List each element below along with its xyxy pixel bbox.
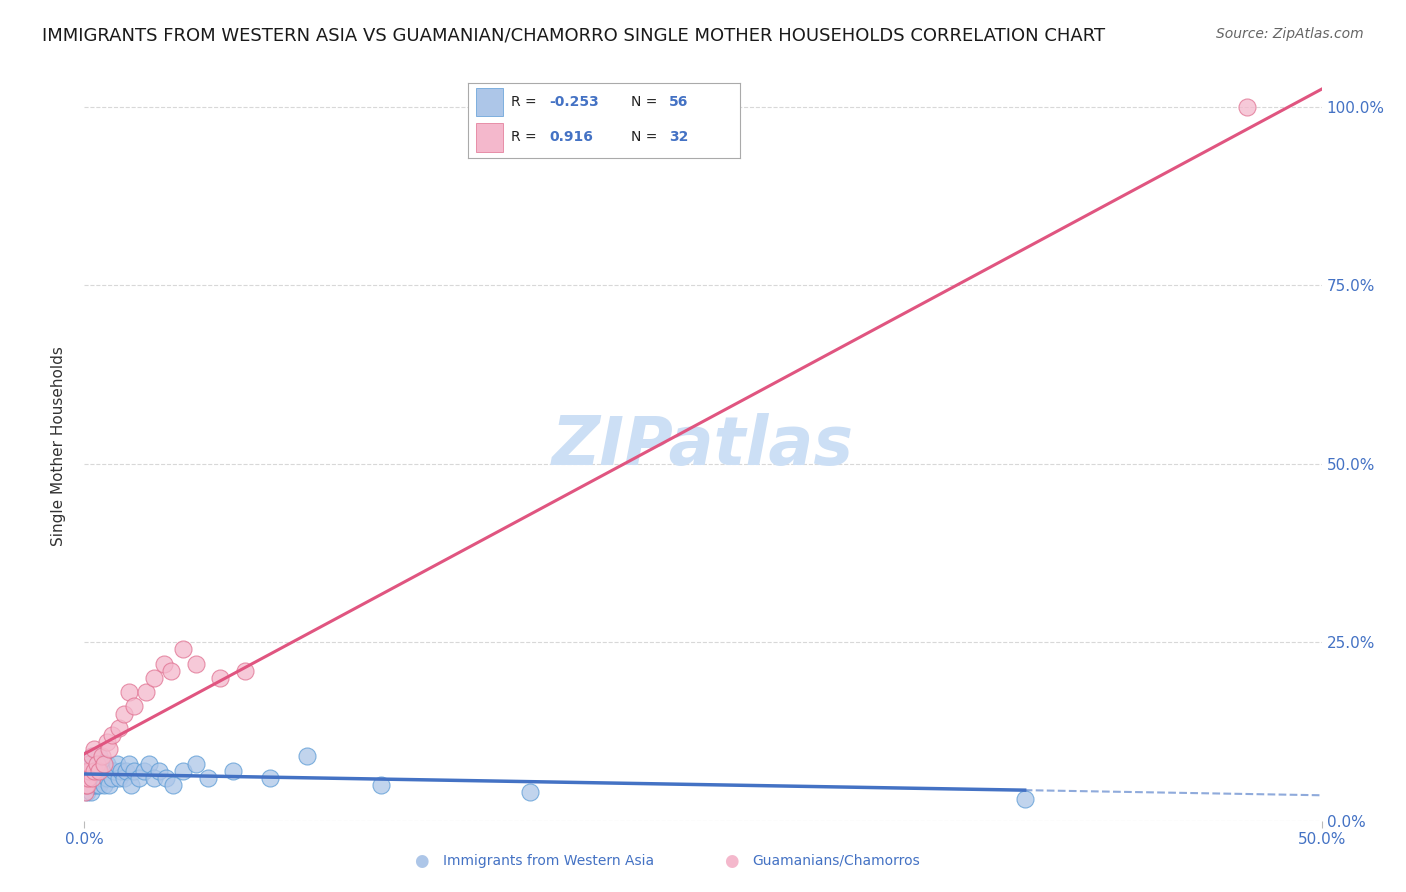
- Point: [79, 785, 101, 799]
- Text: ZIPatlas: ZIPatlas: [553, 413, 853, 479]
- Point: [86, 756, 108, 771]
- Point: [90, 771, 112, 785]
- Point: [79, 756, 101, 771]
- Point: [259, 771, 281, 785]
- Point: [100, 771, 122, 785]
- Point: [79, 771, 101, 785]
- Point: [184, 756, 207, 771]
- Point: [155, 771, 177, 785]
- Point: [77, 764, 100, 778]
- Text: Guamanians/Chamorros: Guamanians/Chamorros: [752, 854, 920, 868]
- Point: [108, 771, 131, 785]
- Point: [83, 764, 105, 778]
- Point: [86, 756, 108, 771]
- Point: [75, 778, 97, 792]
- Point: [76, 771, 98, 785]
- Point: [83, 771, 105, 785]
- Point: [75, 785, 97, 799]
- Point: [118, 756, 141, 771]
- Point: [110, 764, 132, 778]
- Point: [83, 742, 105, 756]
- Point: [83, 764, 105, 778]
- Point: [79, 764, 101, 778]
- Point: [98, 742, 121, 756]
- Point: [222, 764, 245, 778]
- Point: [108, 721, 131, 735]
- Point: [79, 756, 101, 771]
- Point: [120, 778, 142, 792]
- Point: [148, 764, 170, 778]
- Text: ●: ●: [724, 852, 738, 870]
- Point: [98, 764, 121, 778]
- Point: [93, 764, 115, 778]
- Point: [112, 771, 135, 785]
- Point: [162, 778, 184, 792]
- Point: [93, 756, 115, 771]
- Point: [184, 657, 207, 671]
- Point: [122, 764, 145, 778]
- Point: [89, 764, 111, 778]
- Y-axis label: Single Mother Households: Single Mother Households: [51, 346, 66, 546]
- Point: [96, 771, 118, 785]
- Point: [138, 756, 160, 771]
- Point: [98, 778, 121, 792]
- Point: [295, 749, 318, 764]
- Point: [77, 771, 100, 785]
- Point: [76, 764, 98, 778]
- Point: [122, 699, 145, 714]
- Point: [128, 771, 150, 785]
- Text: IMMIGRANTS FROM WESTERN ASIA VS GUAMANIAN/CHAMORRO SINGLE MOTHER HOUSEHOLDS CORR: IMMIGRANTS FROM WESTERN ASIA VS GUAMANIA…: [42, 27, 1105, 45]
- Point: [132, 764, 155, 778]
- Point: [197, 771, 219, 785]
- Point: [83, 756, 105, 771]
- Point: [90, 756, 112, 771]
- Point: [172, 764, 194, 778]
- Point: [89, 778, 111, 792]
- Point: [80, 771, 103, 785]
- Point: [76, 785, 98, 799]
- Point: [105, 756, 128, 771]
- Point: [112, 706, 135, 721]
- Point: [96, 756, 118, 771]
- Point: [80, 749, 103, 764]
- Point: [89, 749, 111, 764]
- Point: [79, 778, 101, 792]
- Point: [160, 664, 183, 678]
- Point: [80, 778, 103, 792]
- Point: [118, 685, 141, 699]
- Point: [115, 764, 138, 778]
- Point: [89, 764, 111, 778]
- Point: [370, 778, 392, 792]
- Point: [100, 728, 122, 742]
- Point: [96, 735, 118, 749]
- Point: [233, 664, 256, 678]
- Point: [209, 671, 232, 685]
- Point: [80, 764, 103, 778]
- Point: [75, 778, 97, 792]
- Point: [152, 657, 174, 671]
- Point: [519, 785, 541, 799]
- Point: [86, 771, 108, 785]
- Point: [93, 778, 115, 792]
- Text: Immigrants from Western Asia: Immigrants from Western Asia: [443, 854, 654, 868]
- Point: [103, 764, 125, 778]
- Point: [76, 778, 98, 792]
- Point: [172, 642, 194, 657]
- Point: [83, 778, 105, 792]
- Point: [80, 749, 103, 764]
- Point: [142, 771, 165, 785]
- Point: [1014, 792, 1036, 806]
- Point: [1236, 100, 1258, 114]
- Point: [82, 771, 104, 785]
- Point: [135, 685, 157, 699]
- Text: ●: ●: [415, 852, 429, 870]
- Point: [76, 771, 98, 785]
- Point: [142, 671, 165, 685]
- Text: Source: ZipAtlas.com: Source: ZipAtlas.com: [1216, 27, 1364, 41]
- Point: [86, 778, 108, 792]
- Point: [90, 749, 112, 764]
